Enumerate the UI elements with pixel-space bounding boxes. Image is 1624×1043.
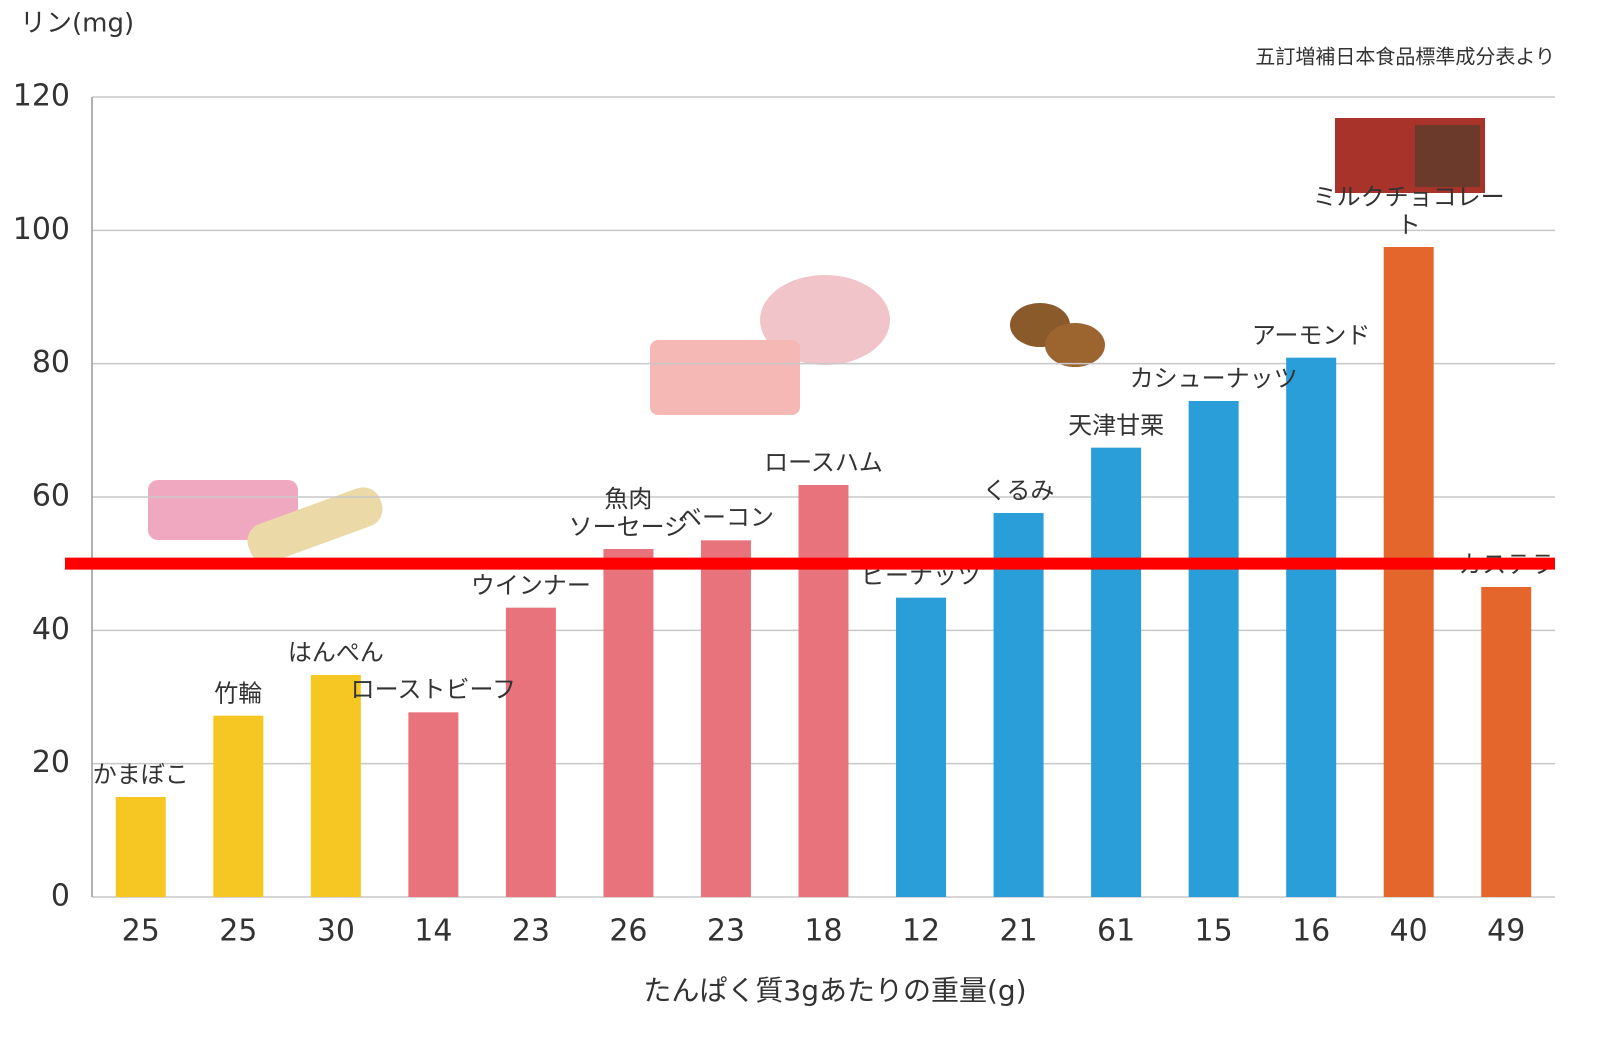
overlay [0,0,1624,1043]
page: リン(mg) 五訂増補日本食品標準成分表より たんぱく質3gあたりの重量(g) … [0,0,1624,1043]
